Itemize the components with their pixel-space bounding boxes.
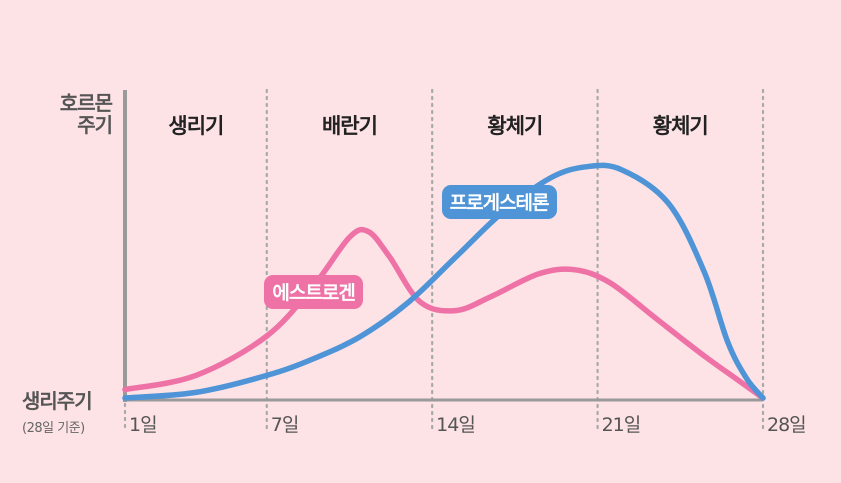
y-axis-title: 호르몬 주기 bbox=[59, 91, 113, 137]
x-tick-label: 28일 bbox=[767, 414, 807, 436]
estrogen-label: 에스트로겐 bbox=[264, 274, 363, 309]
x-tick-label: 21일 bbox=[601, 414, 642, 436]
phase-label: 황체기 bbox=[487, 114, 543, 138]
cycle-basis-note: (28일 기준) bbox=[22, 421, 85, 436]
phase-label: 생리기 bbox=[168, 114, 224, 138]
x-tick-label: 7일 bbox=[270, 414, 300, 436]
x-axis-title: 생리주기 bbox=[22, 389, 93, 413]
estrogen-line bbox=[122, 226, 766, 401]
progesterone-label: 프로게스테론 bbox=[441, 184, 557, 219]
phase-label: 배란기 bbox=[321, 114, 378, 138]
x-tick-label: 1일 bbox=[129, 414, 158, 436]
x-tick-label: 14일 bbox=[436, 414, 476, 436]
phase-label: 황체기 bbox=[652, 114, 709, 138]
